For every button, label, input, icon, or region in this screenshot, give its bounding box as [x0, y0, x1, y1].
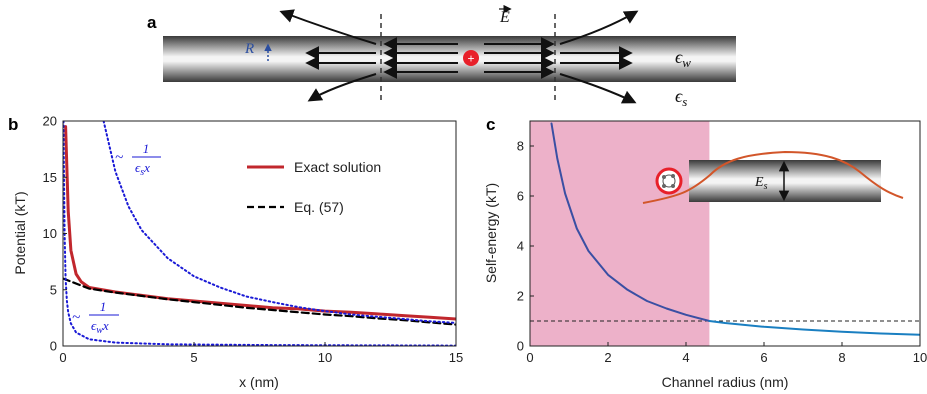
panel-b-y-axis-label: Potential (kT): [12, 191, 28, 274]
annotation-eps-w-num: 1: [100, 299, 107, 314]
panel-b-label: b: [8, 115, 18, 134]
b-x-tick-label: 0: [59, 350, 66, 365]
water-dot: [662, 175, 666, 179]
annotation-eps-s-den: ϵsx: [135, 160, 150, 178]
eps-w-label: ϵw: [675, 47, 691, 70]
b-x-tick-label: 10: [318, 350, 332, 365]
panel-b-ticks: 0 5 10 15 0 5 10 15 20: [43, 114, 464, 366]
water-dot: [671, 184, 675, 188]
b-series-line-2: [102, 121, 456, 324]
panel-a: a + E R ϵw ϵs: [147, 4, 736, 109]
radius-label: R: [244, 41, 254, 57]
b-x-tick-label: 5: [190, 350, 197, 365]
panel-c-label: c: [486, 115, 495, 134]
b-y-tick-label: 20: [43, 114, 57, 129]
c-y-tick-label: 4: [517, 239, 524, 254]
b-y-tick-label: 0: [50, 339, 57, 354]
c-series-line-0: [550, 122, 711, 322]
c-y-tick-label: 2: [517, 289, 524, 304]
c-x-tick-label: 4: [682, 350, 689, 365]
panel-b: b 0 5 10 15 0 5 10 15 20 x (nm) Potential (kT) E…: [8, 114, 463, 391]
c-x-tick-label: 0: [526, 350, 533, 365]
charge-sign: +: [467, 52, 474, 66]
panel-b-legend: Exact solution Eq. (57): [247, 159, 381, 215]
field-label: E: [499, 9, 510, 26]
annotation-eps-w-den: ϵwx: [91, 318, 109, 336]
water-dot: [662, 184, 666, 188]
c-series-line-1: [708, 320, 920, 336]
annotation-eps-s-num: 1: [143, 141, 150, 156]
annotation-eps-s-tilde: ~: [115, 150, 123, 166]
panel-c: c 0 2 4 6 8 10 0 2 4 6 8 Channel radius (nm) Self-…: [483, 115, 927, 390]
c-y-tick-label: 8: [517, 139, 524, 154]
b-series-line-0: [64, 125, 456, 321]
panel-c-ticks: 0 2 4 6 8 10 0 2 4 6 8: [517, 139, 927, 366]
ion-core: [662, 174, 676, 188]
legend-label-exact: Exact solution: [294, 159, 381, 175]
c-x-tick-label: 10: [913, 350, 927, 365]
inset-ion-icon: [655, 167, 683, 195]
panel-c-frame: [529, 120, 921, 347]
c-x-tick-label: 8: [838, 350, 845, 365]
c-x-tick-label: 6: [760, 350, 767, 365]
eps-s-label: ϵs: [675, 86, 687, 109]
panel-b-x-axis-label: x (nm): [239, 374, 279, 390]
b-x-tick-label: 15: [449, 350, 463, 365]
panel-b-frame: [62, 120, 457, 347]
water-dot: [671, 174, 675, 178]
field-arrow: [559, 10, 639, 45]
b-y-tick-label: 10: [43, 226, 57, 241]
annotation-eps-w: ~ 1 ϵwx: [72, 299, 119, 336]
panel-c-x-axis-label: Channel radius (nm): [662, 374, 789, 390]
inset-energy-profile: [642, 150, 904, 204]
field-arrow: [307, 73, 377, 102]
inset-energy-label: Es: [754, 175, 768, 192]
b-y-tick-label: 15: [43, 170, 57, 185]
panel-a-label: a: [147, 13, 157, 32]
c-y-tick-label: 6: [517, 189, 524, 204]
panel-c-plot: [530, 121, 920, 346]
c-shaded-region: [530, 121, 710, 346]
field-arrow: [559, 73, 637, 104]
panel-c-y-axis-label: Self-energy (kT): [483, 183, 499, 283]
annotation-eps-s: ~ 1 ϵsx: [115, 141, 161, 178]
charge-circle: [463, 50, 479, 66]
legend-label-eq57: Eq. (57): [294, 199, 344, 215]
field-arrows: [279, 9, 639, 104]
annotation-eps-w-tilde: ~: [72, 310, 80, 326]
c-series-group: [530, 121, 920, 346]
b-series-line-1: [63, 277, 456, 326]
field-arrow: [279, 9, 377, 45]
c-y-tick-label: 0: [517, 339, 524, 354]
b-y-tick-label: 5: [50, 282, 57, 297]
c-x-tick-label: 2: [604, 350, 611, 365]
panel-c-inset: Es: [642, 150, 904, 204]
